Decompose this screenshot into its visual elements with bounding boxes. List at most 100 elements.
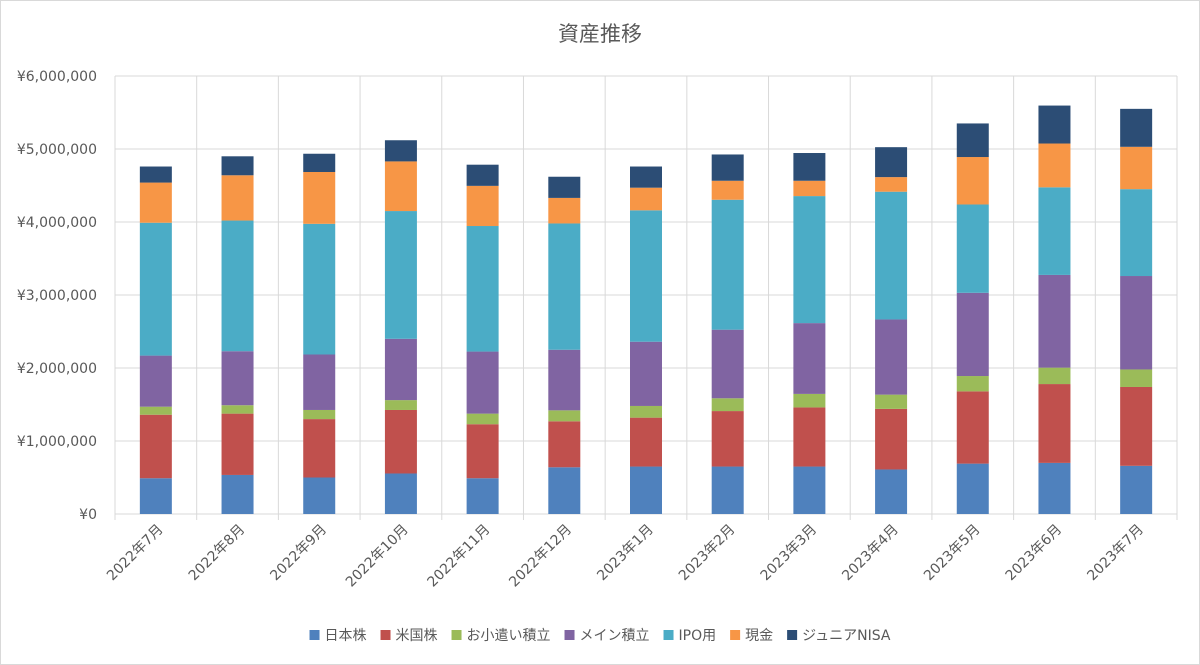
bar-segment <box>1120 108 1153 147</box>
bar-segment <box>139 222 172 356</box>
y-tick-label: ¥4,000,000 <box>17 215 97 231</box>
bar-segment <box>221 351 254 406</box>
legend: 日本株 米国株 お小遣い積立 メイン積立 IPO用 現金 ジュニアNISA <box>309 628 891 644</box>
bar-segment <box>1120 189 1153 277</box>
bar-segment <box>384 473 417 514</box>
bar-segment <box>221 220 254 352</box>
bar-segment <box>548 421 581 468</box>
bar-segment <box>630 341 662 406</box>
bar-segment <box>793 153 826 181</box>
bar-segment <box>1120 386 1153 466</box>
bar-segment <box>466 164 499 186</box>
bar-segment <box>875 408 908 470</box>
x-tick-label: 2022年7月 <box>104 522 167 585</box>
bar-segment <box>630 166 662 188</box>
bar-segment <box>711 411 744 467</box>
bar-segment <box>221 413 254 475</box>
bar-segment <box>793 407 826 467</box>
bar-segment <box>221 405 254 414</box>
bar-segment <box>1120 146 1153 190</box>
bar-segment <box>630 417 662 467</box>
bar-stack <box>548 176 581 514</box>
legend-swatch <box>564 630 575 640</box>
bar-segment <box>1038 143 1071 188</box>
bar-stack <box>875 147 908 514</box>
bar-segment <box>793 180 826 197</box>
bar-stack <box>303 153 336 514</box>
bar-stack <box>384 140 417 514</box>
bar-segment <box>630 466 662 514</box>
legend-swatch <box>451 630 462 640</box>
y-tick-label: ¥5,000,000 <box>17 142 97 158</box>
legend-swatch <box>309 630 320 640</box>
bar-stack <box>956 123 989 514</box>
x-tick-label: 2023年3月 <box>758 522 821 585</box>
bar-segment <box>384 409 417 474</box>
y-tick-label: ¥6,000,000 <box>17 69 97 85</box>
bar-segment <box>711 154 744 181</box>
y-axis-tick-labels: ¥0 ¥1,000,000 ¥2,000,000 ¥3,000,000 ¥4,000,0… <box>17 69 97 523</box>
legend-item: 日本株 <box>309 628 367 644</box>
x-tick-label: 2023年7月 <box>1084 522 1147 585</box>
bar-segment <box>548 349 581 411</box>
x-tick-label: 2023年1月 <box>594 522 657 585</box>
x-tick-label: 2023年5月 <box>921 522 984 585</box>
bar-segment <box>875 319 908 395</box>
bar-segment <box>1038 384 1071 463</box>
bar-segment <box>1120 276 1153 370</box>
bar-segment <box>793 323 826 394</box>
legend-label: 現金 <box>745 628 773 644</box>
bar-segment <box>466 185 499 227</box>
bar-segment <box>384 338 417 401</box>
bar-segment <box>711 398 744 412</box>
legend-item: メイン積立 <box>564 628 650 644</box>
x-tick-label: 2023年4月 <box>839 522 902 585</box>
bar-stack <box>711 154 744 514</box>
bar-segment <box>711 466 744 514</box>
bar-segment <box>956 123 989 158</box>
bar-segment <box>956 463 989 514</box>
bar-stack <box>630 166 662 514</box>
bar-segment <box>303 171 336 224</box>
bar-segment <box>1038 274 1071 368</box>
x-tick-label: 2022年11月 <box>425 522 494 591</box>
legend-label: 日本株 <box>325 628 367 644</box>
bar-segment <box>875 177 908 192</box>
y-tick-label: ¥2,000,000 <box>17 361 97 377</box>
bar-segment <box>793 196 826 324</box>
legend-label: 米国株 <box>396 628 438 644</box>
legend-swatch <box>663 630 674 640</box>
bar-segment <box>221 474 254 514</box>
bar-segment <box>384 400 417 410</box>
legend-item: お小遣い積立 <box>451 628 551 644</box>
legend-item: 米国株 <box>380 628 438 644</box>
y-tick-label: ¥1,000,000 <box>17 434 97 450</box>
legend-swatch <box>380 630 391 640</box>
bar-segment <box>548 223 581 350</box>
bar-stack <box>1038 105 1071 514</box>
bar-segment <box>384 161 417 212</box>
bar-segment <box>139 406 172 415</box>
bar-segment <box>1038 105 1071 144</box>
legend-swatch <box>730 630 741 640</box>
y-tick-label: ¥0 <box>79 507 97 523</box>
bar-stack <box>466 164 499 514</box>
y-tick-label: ¥3,000,000 <box>17 288 97 304</box>
bar-stack <box>793 153 826 514</box>
bar-segment <box>466 351 499 414</box>
legend-label: ジュニアNISA <box>802 628 891 644</box>
legend-label: メイン積立 <box>580 628 650 644</box>
grid-lines <box>114 75 1178 520</box>
bar-segment <box>711 329 744 399</box>
bar-segment <box>466 424 499 479</box>
bar-segment <box>139 414 172 479</box>
bar-segment <box>630 187 662 211</box>
bar-segment <box>384 140 417 162</box>
bar-segment <box>303 409 336 420</box>
bar-segment <box>548 197 581 224</box>
bar-stack <box>139 166 172 514</box>
bar-segment <box>711 199 744 330</box>
bar-segment <box>139 478 172 514</box>
